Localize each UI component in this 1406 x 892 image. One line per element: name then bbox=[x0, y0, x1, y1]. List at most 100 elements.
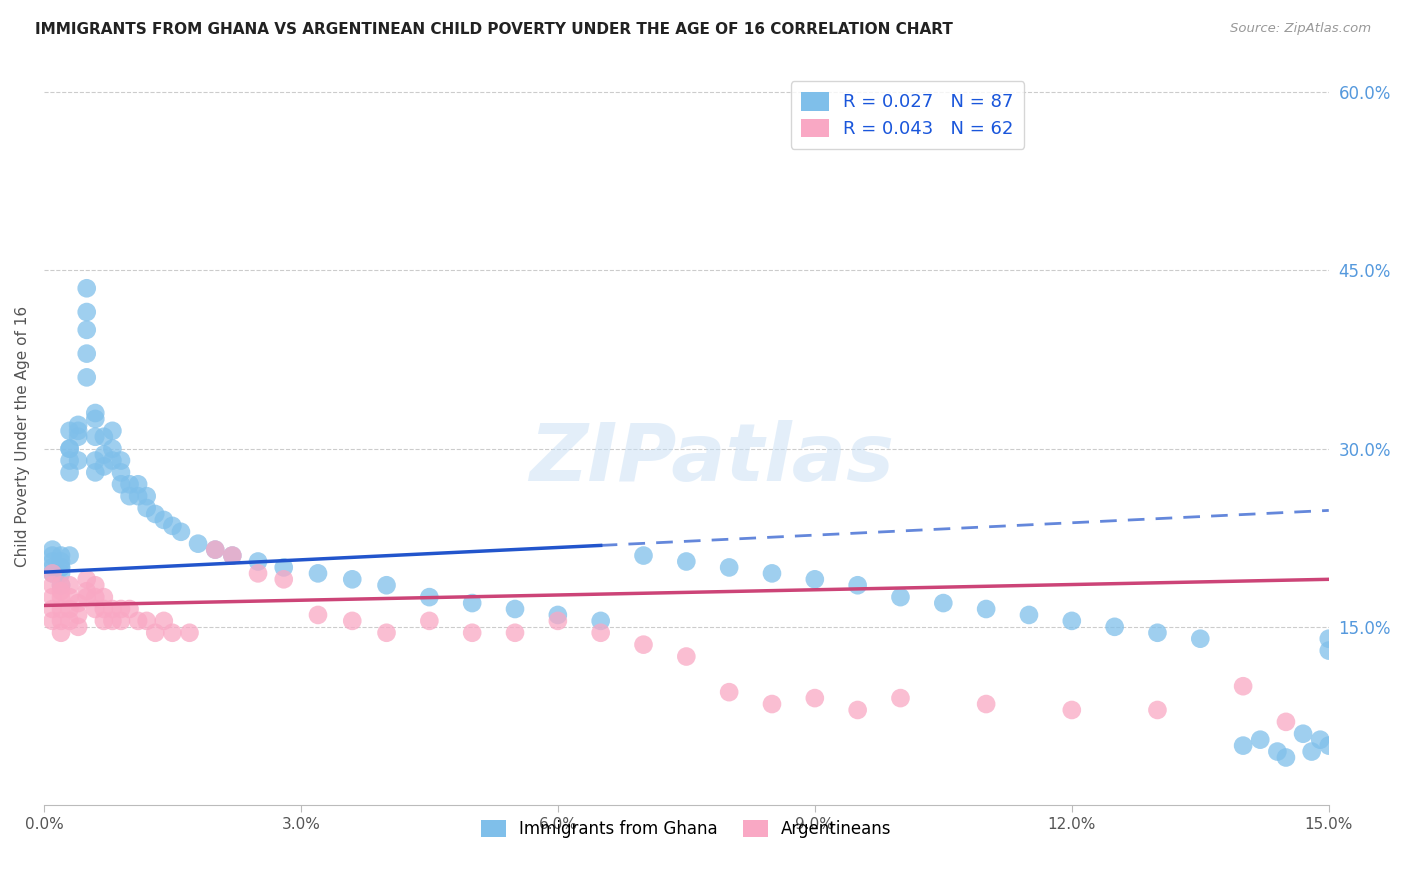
Point bbox=[461, 625, 484, 640]
Point bbox=[67, 430, 90, 444]
Point bbox=[273, 560, 295, 574]
Point bbox=[1146, 625, 1168, 640]
Point bbox=[153, 614, 176, 628]
Point bbox=[503, 602, 526, 616]
Point bbox=[1232, 739, 1254, 753]
Point bbox=[135, 614, 157, 628]
Point bbox=[342, 572, 364, 586]
Point bbox=[84, 430, 107, 444]
Point bbox=[461, 596, 484, 610]
Point bbox=[1060, 703, 1083, 717]
Point bbox=[41, 614, 63, 628]
Point bbox=[503, 625, 526, 640]
Point bbox=[143, 507, 166, 521]
Point bbox=[49, 549, 72, 563]
Point bbox=[1317, 739, 1340, 753]
Point bbox=[41, 578, 63, 592]
Point bbox=[1104, 620, 1126, 634]
Point bbox=[307, 607, 329, 622]
Point bbox=[84, 466, 107, 480]
Point bbox=[589, 614, 612, 628]
Point bbox=[101, 424, 124, 438]
Point bbox=[101, 442, 124, 456]
Point bbox=[49, 578, 72, 592]
Point bbox=[846, 703, 869, 717]
Point bbox=[93, 614, 115, 628]
Point bbox=[889, 691, 911, 706]
Point bbox=[633, 638, 655, 652]
Point bbox=[1060, 614, 1083, 628]
Point bbox=[153, 513, 176, 527]
Point bbox=[93, 590, 115, 604]
Y-axis label: Child Poverty Under the Age of 16: Child Poverty Under the Age of 16 bbox=[15, 306, 30, 567]
Point bbox=[58, 442, 80, 456]
Point bbox=[101, 453, 124, 467]
Point bbox=[49, 560, 72, 574]
Point bbox=[84, 590, 107, 604]
Point bbox=[204, 542, 226, 557]
Point bbox=[41, 566, 63, 581]
Point bbox=[58, 442, 80, 456]
Point bbox=[1275, 750, 1298, 764]
Point bbox=[375, 625, 398, 640]
Point bbox=[135, 489, 157, 503]
Legend: Immigrants from Ghana, Argentineans: Immigrants from Ghana, Argentineans bbox=[474, 813, 898, 845]
Point bbox=[41, 602, 63, 616]
Point bbox=[76, 346, 98, 360]
Point bbox=[889, 590, 911, 604]
Point bbox=[110, 602, 132, 616]
Point bbox=[804, 572, 827, 586]
Point bbox=[1309, 732, 1331, 747]
Point bbox=[675, 554, 697, 568]
Point bbox=[49, 625, 72, 640]
Point bbox=[1275, 714, 1298, 729]
Point bbox=[846, 578, 869, 592]
Point bbox=[974, 602, 997, 616]
Point bbox=[110, 477, 132, 491]
Point bbox=[76, 323, 98, 337]
Point bbox=[162, 625, 184, 640]
Point bbox=[110, 466, 132, 480]
Point bbox=[1292, 727, 1315, 741]
Point bbox=[49, 578, 72, 592]
Point bbox=[974, 697, 997, 711]
Point bbox=[170, 524, 193, 539]
Point bbox=[49, 602, 72, 616]
Point bbox=[127, 489, 149, 503]
Point bbox=[58, 578, 80, 592]
Point bbox=[58, 590, 80, 604]
Point bbox=[418, 590, 440, 604]
Point bbox=[67, 596, 90, 610]
Point bbox=[1232, 679, 1254, 693]
Point bbox=[41, 590, 63, 604]
Point bbox=[110, 453, 132, 467]
Point bbox=[718, 560, 741, 574]
Point bbox=[41, 542, 63, 557]
Point bbox=[41, 560, 63, 574]
Point bbox=[204, 542, 226, 557]
Point bbox=[49, 566, 72, 581]
Text: Source: ZipAtlas.com: Source: ZipAtlas.com bbox=[1230, 22, 1371, 36]
Point bbox=[49, 554, 72, 568]
Point bbox=[58, 602, 80, 616]
Point bbox=[49, 590, 72, 604]
Text: IMMIGRANTS FROM GHANA VS ARGENTINEAN CHILD POVERTY UNDER THE AGE OF 16 CORRELATI: IMMIGRANTS FROM GHANA VS ARGENTINEAN CHI… bbox=[35, 22, 953, 37]
Point bbox=[41, 549, 63, 563]
Point bbox=[418, 614, 440, 628]
Point bbox=[1301, 745, 1323, 759]
Point bbox=[93, 459, 115, 474]
Point bbox=[67, 424, 90, 438]
Point bbox=[58, 614, 80, 628]
Point bbox=[118, 602, 141, 616]
Point bbox=[93, 430, 115, 444]
Point bbox=[221, 549, 243, 563]
Point bbox=[1317, 632, 1340, 646]
Point bbox=[221, 549, 243, 563]
Point bbox=[67, 453, 90, 467]
Point bbox=[49, 560, 72, 574]
Point bbox=[58, 549, 80, 563]
Point bbox=[84, 453, 107, 467]
Point bbox=[84, 578, 107, 592]
Point bbox=[58, 466, 80, 480]
Point bbox=[101, 614, 124, 628]
